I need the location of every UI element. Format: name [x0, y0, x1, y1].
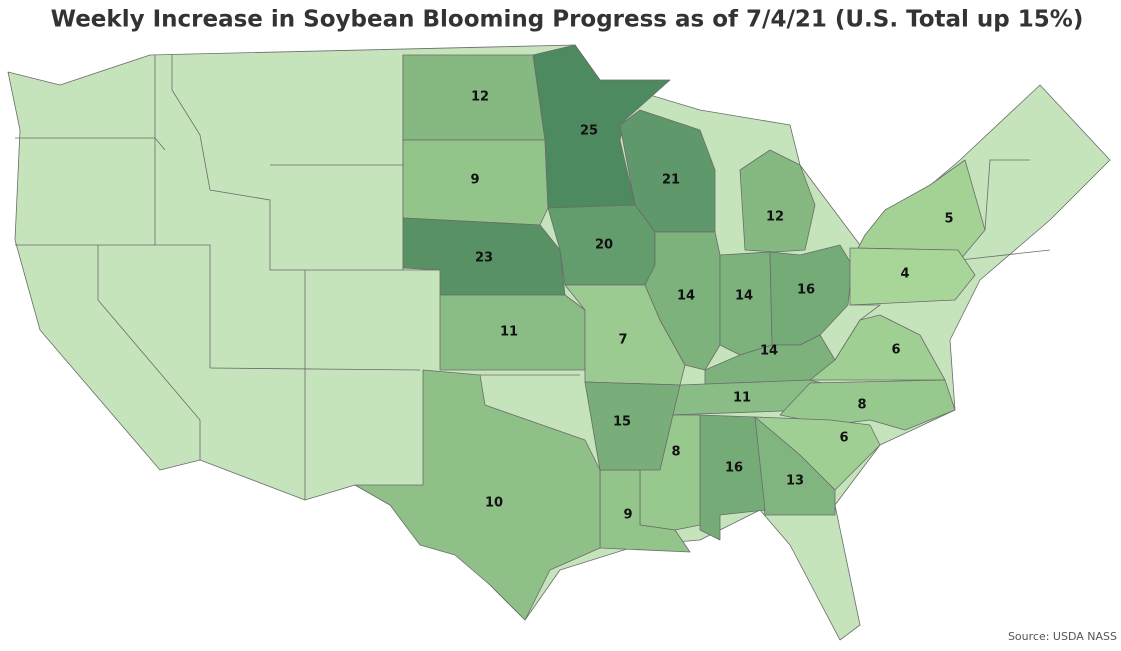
state [584, 381, 681, 471]
state-value-label: 11 [500, 325, 518, 340]
state-value-label: 12 [471, 90, 489, 105]
state-value-label: 21 [662, 173, 680, 188]
state [719, 251, 773, 356]
states [354, 44, 986, 621]
state-value-label: 13 [786, 474, 804, 489]
state [699, 414, 766, 541]
state [857, 159, 986, 261]
state-value-label: 8 [857, 398, 866, 413]
state [849, 247, 976, 306]
state [402, 139, 549, 226]
state-value-label: 9 [470, 173, 479, 188]
state-value-label: 25 [580, 124, 598, 139]
map-title: Weekly Increase in Soybean Blooming Prog… [51, 7, 1084, 33]
state [644, 231, 721, 371]
state [779, 379, 956, 431]
state-value-label: 6 [839, 431, 848, 446]
state-value-label: 6 [891, 343, 900, 358]
state-value-label: 20 [595, 238, 613, 253]
state-value-label: 11 [733, 391, 751, 406]
state-value-label: 8 [671, 445, 680, 460]
state [739, 149, 816, 253]
state-value-label: 7 [618, 333, 627, 348]
state [354, 369, 601, 621]
labels: 12 9 25 21 23 20 11 7 14 14 16 12 14 6 11 8 6 13 16 8 9 15 10 5… [470, 90, 953, 523]
state-value-label: 15 [613, 415, 631, 430]
state-value-label: 5 [944, 212, 953, 227]
state-value-label: 16 [797, 283, 815, 298]
state-value-label: 14 [760, 344, 778, 359]
state-value-label: 14 [735, 289, 753, 304]
state-value-label: 23 [475, 251, 493, 266]
state-value-label: 9 [623, 508, 632, 523]
state-value-label: 12 [766, 210, 784, 225]
state-value-label: 14 [677, 289, 695, 304]
state-value-label: 16 [725, 461, 743, 476]
source-note: Source: USDA NASS [1008, 630, 1117, 643]
state-value-label: 4 [900, 267, 909, 282]
state-value-label: 10 [485, 496, 503, 511]
